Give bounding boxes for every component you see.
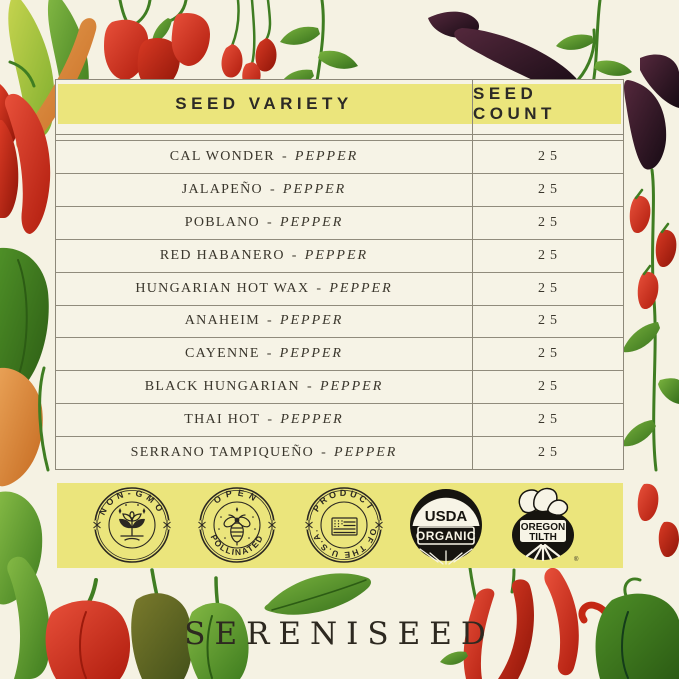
organic-label: ORGANIC — [416, 529, 476, 543]
table-row: CAL WONDER - PEPPER 25 — [56, 140, 623, 173]
sprig-decoration — [304, 520, 384, 530]
table-row: CAYENNE - PEPPER 25 — [56, 337, 623, 370]
separator: - — [266, 346, 273, 362]
variety-type: PEPPER — [304, 247, 369, 263]
variety-name: SERRANO TAMPIQUEÑO — [130, 445, 315, 461]
separator: - — [267, 412, 274, 428]
seed-count: 25 — [538, 346, 562, 362]
variety-name: HUNGARIAN HOT WAX — [135, 280, 310, 296]
table-rows: CAL WONDER - PEPPER 25 JALAPEÑO - PEPPER 25 … — [56, 140, 623, 469]
oregon-label: OREGON — [521, 522, 565, 533]
table-row: RED HABANERO - PEPPER 25 — [56, 238, 623, 272]
separator: - — [321, 445, 328, 461]
separator: - — [316, 280, 323, 296]
separator: - — [269, 181, 276, 197]
variety-type: PEPPER — [279, 313, 344, 329]
clouds-icon — [518, 487, 569, 516]
bee-icon — [218, 507, 256, 546]
variety-type: PEPPER — [279, 214, 344, 230]
separator: - — [291, 247, 298, 263]
sprig-decoration — [197, 520, 277, 530]
table-header-band — [58, 84, 621, 124]
table-row: BLACK HUNGARIAN - PEPPER 25 — [56, 370, 623, 403]
pepper-illustration-bottom — [7, 556, 679, 679]
seedling-icon — [118, 504, 146, 541]
table-row: POBLANO - PEPPER 25 — [56, 205, 623, 239]
column-divider — [472, 80, 473, 469]
variety-type: PEPPER — [279, 346, 343, 362]
variety-type: PEPPER — [282, 181, 347, 197]
table-row: THAI HOT - PEPPER 25 — [56, 403, 623, 436]
variety-name: BLACK HUNGARIAN — [144, 379, 300, 395]
variety-type: PEPPER — [334, 445, 398, 461]
product-of-usa-badge: PRODUCT OF THE U.S.A. — [304, 487, 384, 563]
seed-count: 25 — [538, 148, 562, 164]
product-label: PRODUCT — [311, 488, 374, 514]
variety-type: PEPPER — [329, 280, 393, 296]
seed-count: 25 — [538, 445, 562, 461]
separator: - — [266, 214, 273, 230]
non-gmo-badge: NON-GMO — [92, 487, 172, 563]
variety-type: PEPPER — [319, 379, 384, 395]
variety-name: JALAPEÑO — [181, 181, 263, 197]
usda-label: USDA — [425, 508, 468, 525]
variety-type: PEPPER — [294, 148, 359, 164]
variety-name: CAL WONDER — [169, 148, 275, 164]
seed-variety-table: SEED VARIETY SEED COUNT CAL WONDER - PEPPE… — [55, 79, 624, 470]
open-pollinated-badge: OPEN POLLINATED — [197, 487, 277, 563]
variety-name: CAYENNE — [185, 346, 260, 362]
usda-organic-seal: USDA ORGANIC — [410, 489, 482, 565]
column-header-seed-count: SEED COUNT — [473, 84, 556, 123]
seed-count: 25 — [538, 181, 562, 197]
registered-trademark-symbol: ® — [574, 556, 579, 563]
table-row: ANAHEIM - PEPPER 25 — [56, 304, 623, 338]
seed-count: 25 — [538, 379, 562, 395]
pepper-illustration-left — [0, 60, 51, 605]
certification-badge-bar: NON-GMO — [57, 483, 623, 568]
table-row: SERRANO TAMPIQUEÑO - PEPPER 25 — [56, 436, 623, 469]
brand-logo: SERENISEED — [184, 616, 495, 652]
tilth-label: TILTH — [529, 532, 557, 543]
plowed-field-icon — [419, 548, 473, 565]
seed-count: 25 — [538, 412, 562, 428]
variety-name: THAI HOT — [184, 412, 261, 428]
header-separator-line — [56, 134, 623, 135]
variety-type: PEPPER — [280, 412, 344, 428]
field-rays-icon — [525, 543, 561, 562]
separator: - — [266, 313, 273, 329]
table-row: JALAPEÑO - PEPPER 25 — [56, 172, 623, 206]
variety-name: ANAHEIM — [184, 313, 260, 329]
seed-count: 25 — [538, 247, 562, 263]
seed-count: 25 — [538, 214, 562, 230]
sprig-decoration — [92, 520, 172, 530]
separator: - — [281, 148, 288, 164]
column-header-seed-variety: SEED VARIETY — [175, 94, 353, 113]
usa-flag-icon — [331, 517, 358, 536]
oregon-tilth-seal: OREGON TILTH ® — [512, 487, 579, 563]
variety-name: POBLANO — [184, 214, 260, 230]
table-row: HUNGARIAN HOT WAX - PEPPER 25 — [56, 271, 623, 305]
seed-count: 25 — [538, 313, 562, 329]
seed-count: 25 — [538, 280, 562, 296]
separator: - — [306, 379, 313, 395]
svg-text:PRODUCT: PRODUCT — [311, 488, 377, 514]
pepper-illustration-right — [622, 80, 679, 558]
variety-name: RED HABANERO — [159, 247, 285, 263]
